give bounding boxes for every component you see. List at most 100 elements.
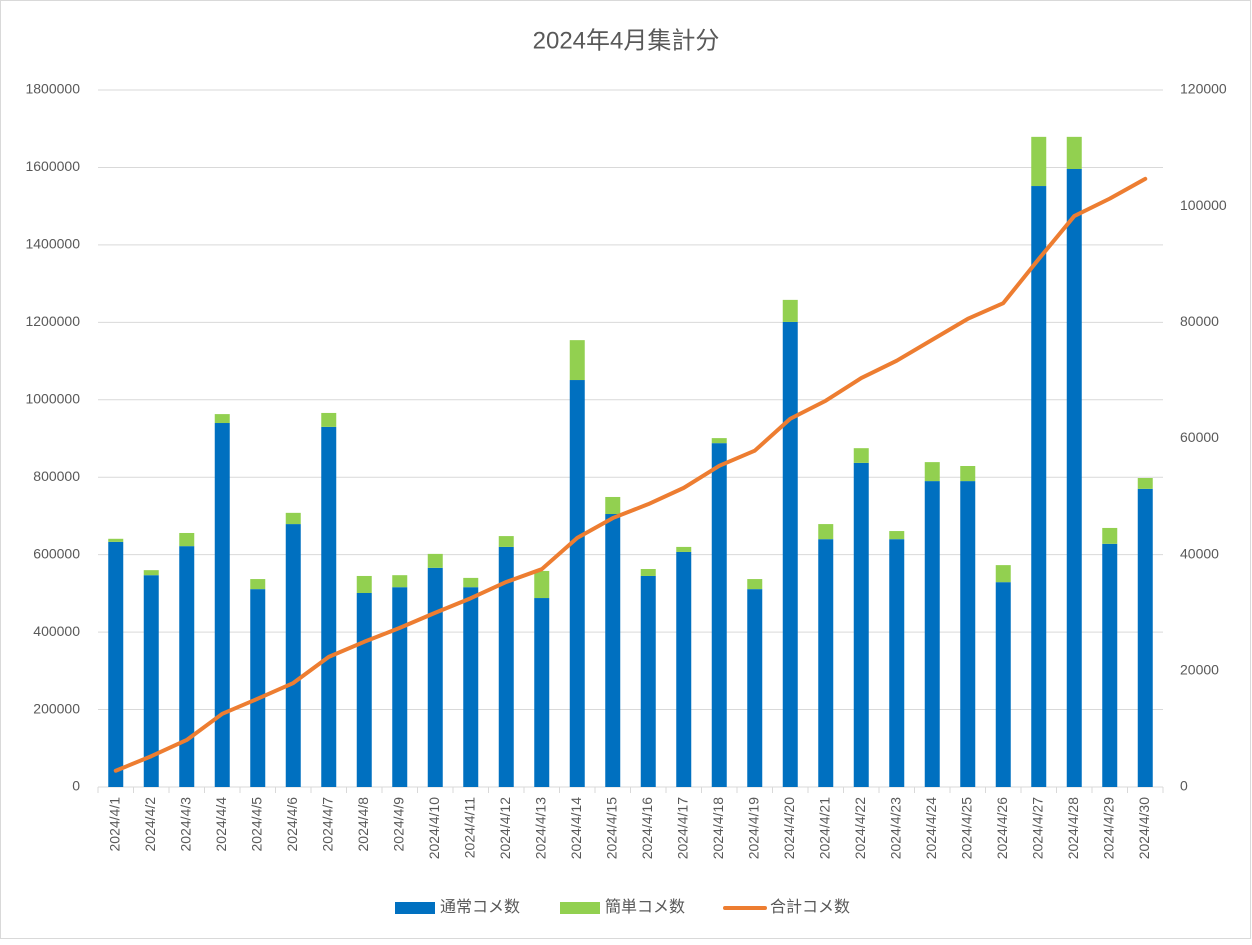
bar <box>463 587 479 787</box>
y-tick-label: 1400000 <box>25 236 80 252</box>
bar <box>214 423 230 787</box>
x-tick-label: 2024/4/23 <box>887 797 903 859</box>
bar <box>1031 136 1047 187</box>
bar <box>605 496 621 515</box>
bar <box>1031 186 1047 787</box>
bar <box>889 539 905 787</box>
x-tick-label: 2024/4/14 <box>568 797 584 859</box>
bar <box>711 443 727 787</box>
bar <box>995 582 1011 787</box>
bar <box>960 465 976 482</box>
y2-tick-label: 80000 <box>1180 313 1219 329</box>
x-tick-label: 2024/4/19 <box>745 797 761 859</box>
bar <box>250 579 266 590</box>
y-tick-label: 200000 <box>33 700 80 716</box>
x-tick-label: 2024/4/28 <box>1065 797 1081 859</box>
bar <box>498 546 514 787</box>
y-tick-label: 1200000 <box>25 313 80 329</box>
legend-swatch <box>560 902 600 914</box>
x-tick-label: 2024/4/7 <box>319 797 335 852</box>
y2-tick-label: 60000 <box>1180 429 1219 445</box>
bar <box>356 575 372 594</box>
y2-tick-label: 20000 <box>1180 662 1219 678</box>
bar <box>321 412 337 427</box>
legend-label: 通常コメ数 <box>440 898 520 916</box>
x-tick-label: 2024/4/24 <box>923 797 939 859</box>
bar <box>995 565 1011 583</box>
x-tick-label: 2024/4/9 <box>390 797 406 852</box>
bar <box>1102 527 1118 544</box>
x-tick-label: 2024/4/21 <box>816 797 832 859</box>
x-tick-label: 2024/4/1 <box>106 797 122 852</box>
bar <box>285 524 301 787</box>
bar <box>889 531 905 540</box>
bar <box>605 514 621 787</box>
bar <box>924 462 940 482</box>
y-tick-label: 0 <box>72 778 80 794</box>
x-tick-label: 2024/4/26 <box>994 797 1010 859</box>
bar <box>143 570 159 576</box>
y-tick-label: 1800000 <box>25 81 80 97</box>
chart-title: 2024年4月集計分 <box>533 27 720 54</box>
bar <box>1137 488 1153 787</box>
x-tick-label: 2024/4/10 <box>426 797 442 859</box>
bar <box>782 299 798 322</box>
x-tick-label: 2024/4/20 <box>781 797 797 859</box>
x-tick-label: 2024/4/30 <box>1136 797 1152 859</box>
line <box>113 176 1148 773</box>
bar <box>108 541 124 787</box>
x-tick-label: 2024/4/5 <box>248 797 264 852</box>
bar <box>392 587 408 787</box>
y2-tick-label: 100000 <box>1180 197 1227 213</box>
x-tick-label: 2024/4/13 <box>532 797 548 859</box>
bar <box>711 438 727 444</box>
bar <box>143 575 159 787</box>
x-tick-label: 2024/4/6 <box>284 797 300 852</box>
x-tick-label: 2024/4/4 <box>213 797 229 852</box>
bar <box>250 589 266 787</box>
bar <box>676 546 692 552</box>
bar <box>640 575 656 787</box>
bar <box>676 551 692 787</box>
bar <box>1102 543 1118 787</box>
bar <box>747 579 763 590</box>
bar <box>569 380 585 787</box>
y-tick-label: 1000000 <box>25 390 80 406</box>
bar <box>853 448 869 463</box>
x-tick-label: 2024/4/27 <box>1029 797 1045 859</box>
x-tick-label: 2024/4/17 <box>674 797 690 859</box>
bar <box>108 538 124 542</box>
bar <box>356 593 372 787</box>
bar <box>392 575 408 588</box>
bar <box>818 524 834 540</box>
y2-tick-label: 120000 <box>1180 81 1227 97</box>
bar <box>463 577 479 588</box>
x-tick-label: 2024/4/22 <box>852 797 868 859</box>
x-tick-label: 2024/4/11 <box>461 797 477 858</box>
bar <box>569 340 585 381</box>
bar <box>321 426 337 787</box>
bar <box>1066 168 1082 787</box>
bar <box>214 414 230 424</box>
bar <box>179 546 195 787</box>
bar <box>285 512 301 525</box>
legend-label: 簡単コメ数 <box>605 898 685 916</box>
bar <box>853 462 869 787</box>
y-tick-label: 800000 <box>33 468 80 484</box>
bar <box>1137 477 1153 489</box>
legend-swatch <box>395 902 435 914</box>
bar <box>498 536 514 547</box>
bar <box>924 481 940 787</box>
y-tick-label: 600000 <box>33 545 80 561</box>
legend-label: 合計コメ数 <box>770 898 850 916</box>
bar <box>427 567 443 787</box>
y-tick-label: 400000 <box>33 623 80 639</box>
x-tick-label: 2024/4/2 <box>142 797 158 852</box>
x-tick-label: 2024/4/12 <box>497 797 513 859</box>
bar <box>640 568 656 576</box>
x-tick-label: 2024/4/18 <box>710 797 726 859</box>
bar <box>427 553 443 568</box>
bar <box>534 598 550 787</box>
x-tick-label: 2024/4/3 <box>177 797 193 852</box>
